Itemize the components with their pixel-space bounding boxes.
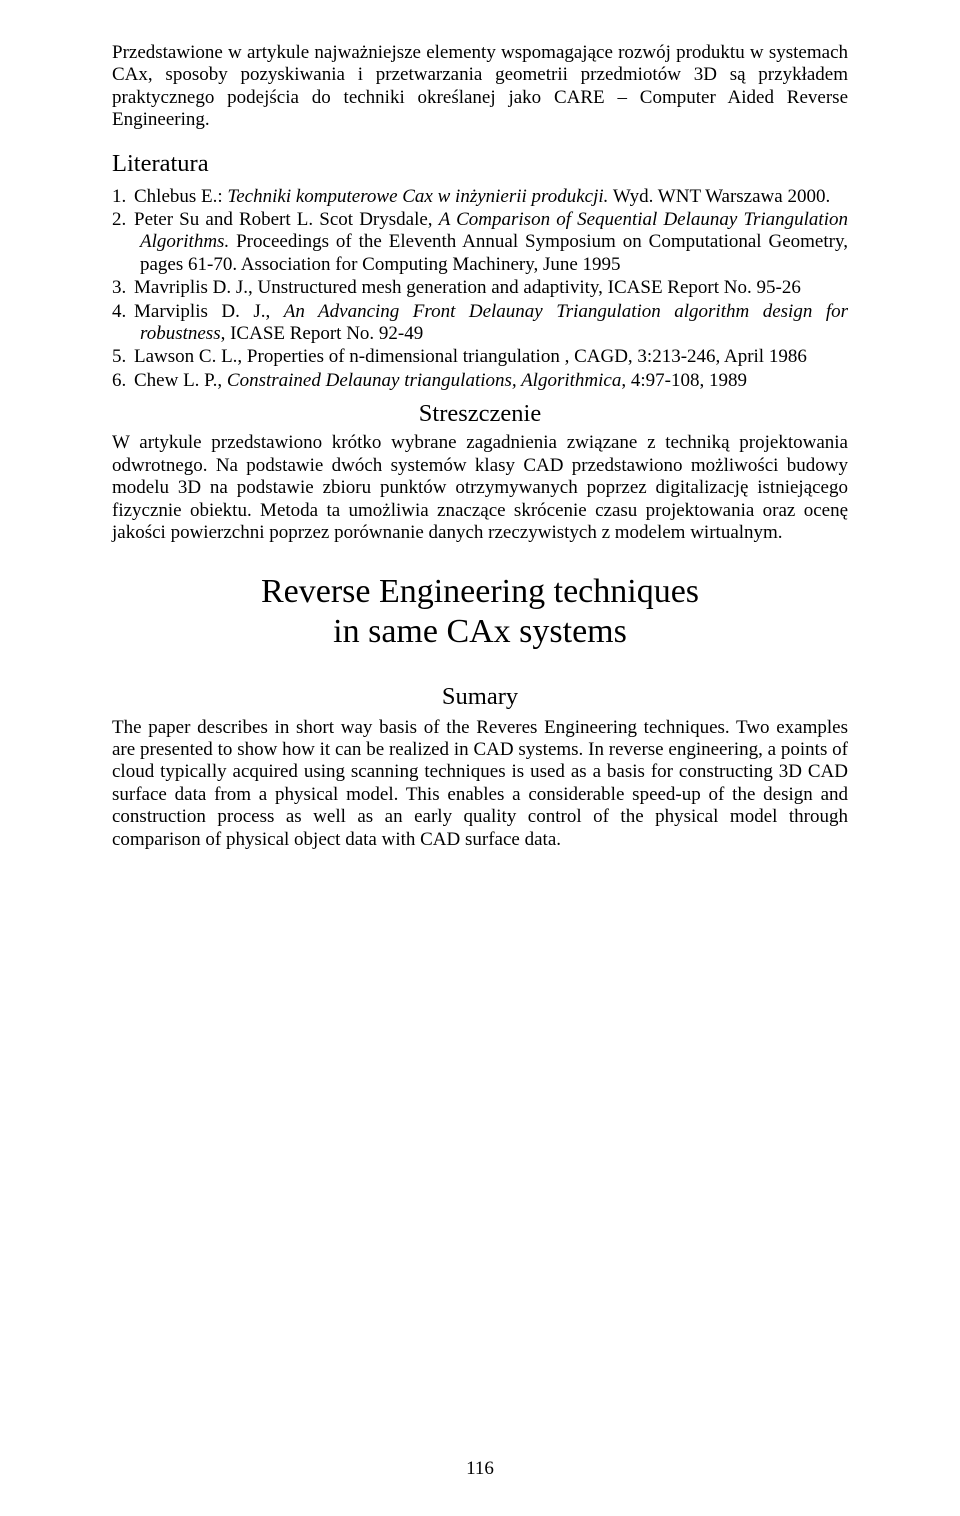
- reference-number: 3.: [112, 277, 134, 299]
- document-page: Przedstawione w artykule najważniejsze e…: [0, 0, 960, 1516]
- streszczenie-heading: Streszczenie: [112, 400, 848, 428]
- reference-post: , 4:97-108, 1989: [621, 370, 747, 391]
- reference-item: 2.Peter Su and Robert L. Scot Drysdale, …: [112, 209, 848, 276]
- reference-pre: Marviplis D. J.,: [134, 301, 284, 322]
- reference-item: 4.Marviplis D. J., An Advancing Front De…: [112, 301, 848, 346]
- reference-italic: Techniki komputerowe Cax w inżynierii pr…: [227, 186, 608, 207]
- reference-number: 1.: [112, 186, 134, 208]
- title-line-1: Reverse Engineering techniques: [261, 573, 699, 610]
- reference-item: 5.Lawson C. L., Properties of n-dimensio…: [112, 346, 848, 368]
- reference-list: 1.Chlebus E.: Techniki komputerowe Cax w…: [112, 186, 848, 393]
- reference-item: 3.Mavriplis D. J., Unstructured mesh gen…: [112, 277, 848, 299]
- article-title: Reverse Engineering techniques in same C…: [112, 572, 848, 652]
- reference-number: 2.: [112, 209, 134, 231]
- reference-pre: Chew L. P.,: [134, 370, 227, 391]
- intro-paragraph: Przedstawione w artykule najważniejsze e…: [112, 42, 848, 132]
- streszczenie-paragraph: W artykule przedstawiono krótko wybrane …: [112, 432, 848, 544]
- summary-heading: Sumary: [112, 683, 848, 711]
- reference-pre: Mavriplis D. J., Unstructured mesh gener…: [134, 277, 801, 298]
- reference-pre: Peter Su and Robert L. Scot Drysdale,: [134, 209, 439, 230]
- reference-italic: Constrained Delaunay triangulations, Alg…: [227, 370, 621, 391]
- literatura-heading: Literatura: [112, 150, 848, 178]
- summary-paragraph: The paper describes in short way basis o…: [112, 717, 848, 851]
- page-number: 116: [0, 1458, 960, 1480]
- title-line-2: in same CAx systems: [333, 613, 627, 650]
- reference-post: Wyd. WNT Warszawa 2000.: [608, 186, 830, 207]
- reference-number: 6.: [112, 370, 134, 392]
- reference-pre: Chlebus E.:: [134, 186, 227, 207]
- reference-post: , ICASE Report No. 92-49: [221, 323, 424, 344]
- reference-post: Proceedings of the Eleventh Annual Sympo…: [140, 231, 848, 274]
- reference-item: 1.Chlebus E.: Techniki komputerowe Cax w…: [112, 186, 848, 208]
- reference-pre: Lawson C. L., Properties of n-dimensiona…: [134, 346, 807, 367]
- reference-item: 6.Chew L. P., Constrained Delaunay trian…: [112, 370, 848, 392]
- reference-number: 5.: [112, 346, 134, 368]
- reference-number: 4.: [112, 301, 134, 323]
